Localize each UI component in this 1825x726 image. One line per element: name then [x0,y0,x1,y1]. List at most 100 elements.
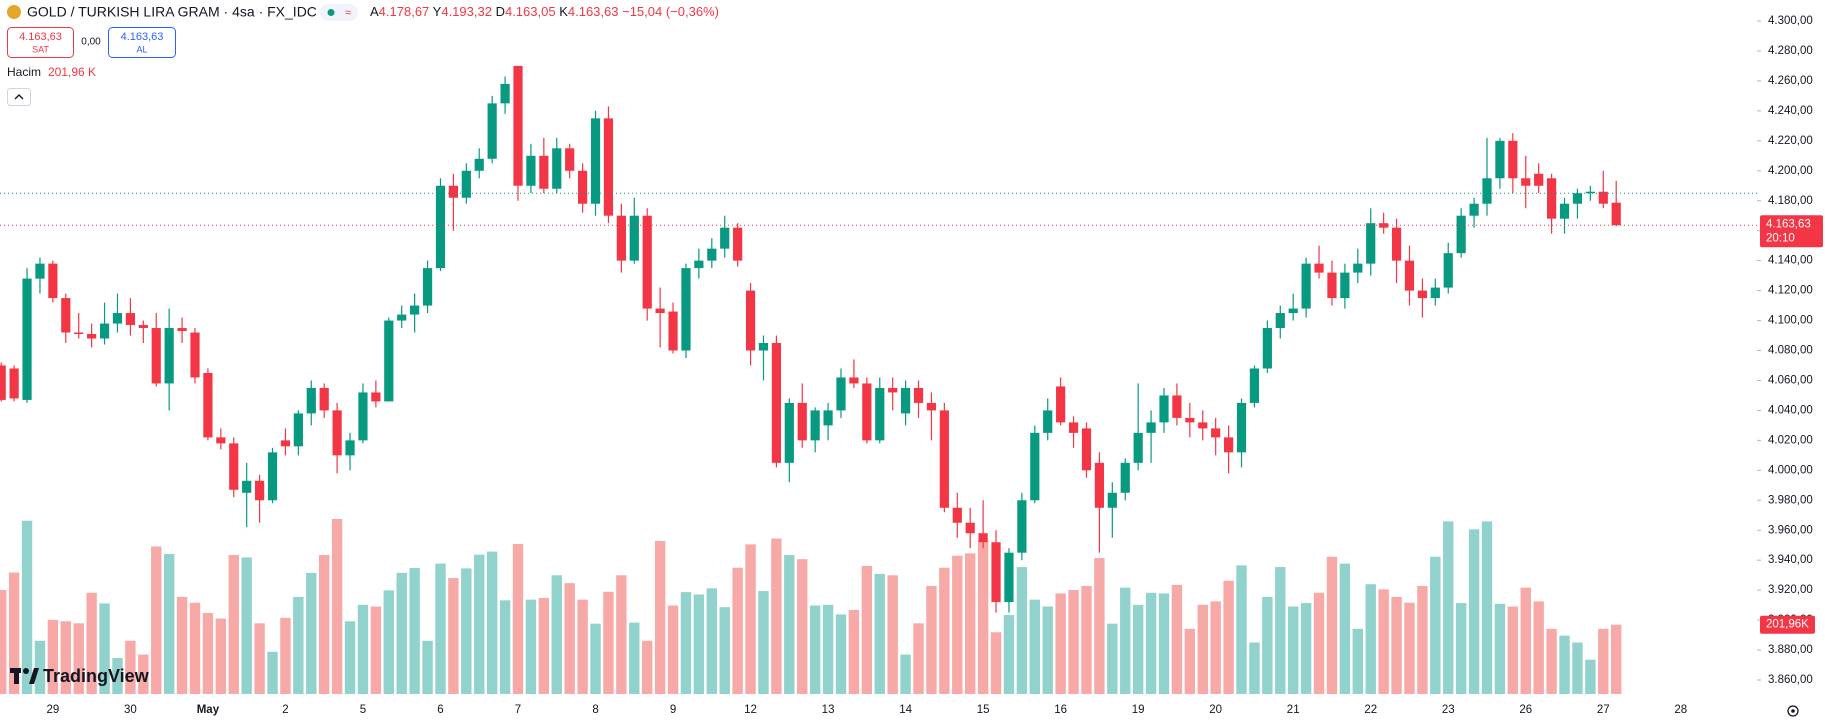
candle-body [280,440,291,447]
volume-bar [887,575,898,694]
candle-body [1068,422,1079,433]
candle-body [1288,308,1298,314]
y-tick-label: 3.980,00 [1768,494,1813,506]
volume-bar [163,554,175,694]
y-tick-label: 4.120,00 [1768,285,1813,297]
candle-body [1443,253,1453,288]
symbol-title[interactable]: GOLD / TURKISH LIRA GRAM · 4sa · FX_IDC [27,4,317,20]
volume-layer [0,519,1622,694]
last-volume-box [1760,615,1815,634]
candle-body [1198,422,1208,429]
volume-bar [1055,593,1066,694]
y-tick-label: 3.920,00 [1768,584,1813,596]
volume-bar [809,605,821,694]
candle-body [384,320,394,402]
volume-bar [1365,584,1376,694]
candle-body [655,308,665,314]
volume-bar [1533,601,1544,694]
y-tick-label: 4.300,00 [1768,15,1813,27]
candle-body [1327,272,1337,299]
candle-body [48,263,58,299]
volume-bar [1481,521,1493,694]
candle-body [1521,178,1531,186]
candle-body [1353,263,1363,273]
volume-bar [202,613,214,694]
candle-body [784,402,794,463]
volume-bar [1313,592,1325,694]
volume-bar [1391,596,1402,694]
candle-body [1572,193,1583,204]
volume-bar [564,583,575,694]
volume-bar [370,606,382,694]
volume-bar [8,572,20,694]
volume-bar [1016,567,1028,694]
volume-bar [758,591,769,694]
candle-body [1417,290,1427,299]
candle-body [681,268,691,351]
volume-bar [344,621,356,694]
volume-bar [383,590,394,694]
volume-bar [1507,606,1519,694]
buy-label: AL [136,44,147,54]
volume-bar [267,651,278,694]
y-tick-label: 4.000,00 [1768,464,1813,476]
volume-bar [60,621,71,694]
delay-icon: ≈ [345,7,351,19]
volume-bar [1404,602,1415,694]
settings-icon[interactable] [1787,705,1799,717]
volume-bar [667,605,679,694]
candle-body [1211,428,1221,438]
candle-body [745,290,756,351]
x-tick-label: 2 [282,704,288,716]
logo-mark [23,668,29,674]
settings-icon-center [1791,709,1795,713]
x-tick-label: 26 [1519,704,1532,716]
volume-bar [1184,628,1196,694]
candle-body [1391,227,1402,261]
volume-bar [1585,659,1596,694]
volume-bar [680,592,692,694]
volume-bar [1158,593,1170,694]
sell-label: SAT [32,44,49,54]
candle-body [1017,500,1027,553]
candle-body [35,263,45,279]
volume-bar [331,519,343,694]
candle-body [526,155,536,186]
x-tick-label: 8 [592,704,598,716]
volume-bar [1611,624,1622,694]
candle-body [397,314,407,321]
candle-body [87,334,97,339]
volume-bar [654,540,666,694]
candle-layer [0,65,1621,613]
last-volume-label: 201,96K [1766,619,1809,631]
candle-body [461,170,471,198]
volume-bar [990,632,1002,694]
sell-button[interactable] [7,27,74,58]
open-value: 4.178,67 [379,4,430,19]
candle-body [939,410,949,508]
status-badge[interactable] [320,4,358,21]
volume-bar [21,520,33,694]
volume-bar [1042,606,1053,694]
volume-bar [939,567,950,694]
volume-bar [874,573,885,694]
high-value: 4.193,32 [441,4,492,19]
candle-body [1314,263,1324,273]
candle-body [552,148,562,189]
candle-body [306,387,316,414]
y-tick-label: 4.080,00 [1768,345,1813,357]
volume-bar [1029,599,1040,694]
collapse-button[interactable] [7,88,31,106]
candle-body [1249,368,1260,403]
buy-button[interactable] [108,27,176,58]
candle-body [926,402,937,411]
x-tick-label: 9 [670,704,676,716]
volume-bar [1559,635,1570,694]
candle-body [1559,203,1570,219]
low-value: 4.163,05 [505,4,556,19]
volume-bar [1003,615,1015,694]
candle-body [448,185,458,198]
volume-bar [1223,580,1234,694]
volume-bar [835,614,847,694]
